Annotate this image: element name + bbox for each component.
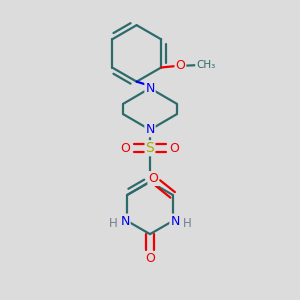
Text: O: O xyxy=(176,58,185,72)
Text: N: N xyxy=(145,123,155,136)
Text: N: N xyxy=(145,82,155,95)
Text: H: H xyxy=(182,217,191,230)
Text: O: O xyxy=(170,142,180,155)
Text: CH₃: CH₃ xyxy=(196,60,215,70)
Text: S: S xyxy=(146,141,154,155)
Text: N: N xyxy=(120,214,130,227)
Text: O: O xyxy=(148,172,158,185)
Text: O: O xyxy=(145,252,155,265)
Text: O: O xyxy=(120,142,130,155)
Text: H: H xyxy=(109,217,118,230)
Text: N: N xyxy=(170,214,180,227)
